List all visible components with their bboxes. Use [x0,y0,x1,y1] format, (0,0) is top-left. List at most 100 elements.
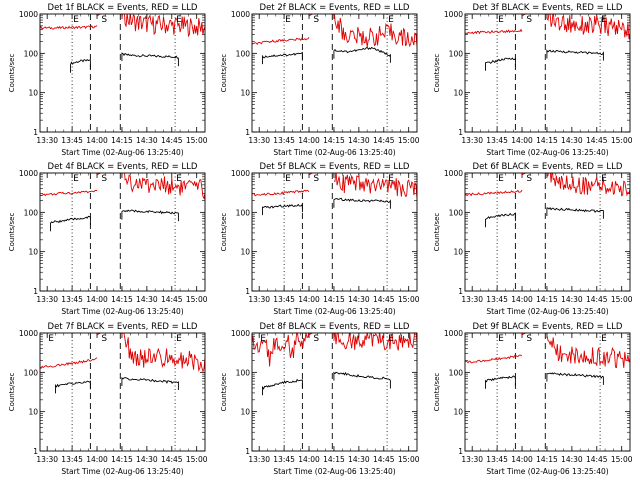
x-tick-label: 14:30 [348,136,370,145]
series-group [252,173,417,216]
x-axis-label: Start Time (02-Aug-06 13:25:40) [273,148,395,157]
series-lld-segment [465,189,523,197]
y-tick-label: 1000 [231,10,250,19]
marker-e-label: E [48,334,54,344]
x-tick-label: 13:30 [248,136,270,145]
x-tick-label: 14:30 [348,295,370,304]
marker-s-label: S [101,334,107,344]
x-tick-label: 14:15 [323,455,345,464]
x-tick-label: 14:30 [136,295,158,304]
x-axis-label: Start Time (02-Aug-06 13:25:40) [61,307,183,316]
series-lld-segment [121,14,205,38]
x-axis-label: Start Time (02-Aug-06 13:25:40) [61,467,183,476]
y-tick-label: 1 [245,128,250,137]
y-tick-label: 100 [236,208,251,217]
y-axis-label: Counts/sec [8,54,16,93]
series-lld-segment [333,333,417,351]
y-tick-label: 100 [236,49,251,58]
marker-e-label: E [73,15,79,25]
x-tick-label: 14:30 [348,455,370,464]
x-tick-label: 13:45 [61,136,83,145]
series-lld-segment [124,173,205,200]
x-tick-label: 13:30 [36,136,58,145]
x-tick-label: 14:15 [111,136,133,145]
series-events-segment [333,46,391,63]
chart-title: Det 3f BLACK = Events, RED = LLD [473,3,623,13]
x-tick-label: 14:45 [373,295,395,304]
series-events-segment [485,57,516,71]
series-events-segment [50,215,91,232]
marker-e-label: E [498,15,504,25]
series-group [40,333,205,394]
x-tick-label: 13:45 [61,295,83,304]
y-tick-label: 100 [24,49,39,58]
chart-title: Det 8f BLACK = Events, RED = LLD [260,322,410,332]
y-axis-label: Counts/sec [433,373,441,412]
chart-panel-1: Det 1f BLACK = Events, RED = LLD Counts/s… [8,3,208,157]
marker-s-label: S [526,334,532,344]
series-events-segment [70,58,91,73]
x-tick-label: 14:15 [111,455,133,464]
x-tick-label: 15:00 [611,136,633,145]
series-lld-segment [252,333,310,367]
x-axis-label: Start Time (02-Aug-06 13:25:40) [273,307,395,316]
y-axis-label: Counts/sec [8,213,16,252]
x-tick-label: 14:30 [136,455,158,464]
series-events-segment [121,377,179,390]
marker-e-label: E [388,15,394,25]
y-tick-label: 1000 [19,169,38,178]
marker-e-label: E [601,334,607,344]
x-tick-label: 14:45 [586,455,608,464]
series-lld-segment [333,173,417,199]
x-tick-label: 14:45 [161,295,183,304]
series-group [252,333,417,396]
chart-panel-4: Det 4f BLACK = Events, RED = LLD Counts/s… [8,162,208,316]
y-tick-label: 1 [33,447,38,456]
marker-e-label: E [176,334,182,344]
y-tick-label: 10 [453,89,463,98]
x-tick-label: 15:00 [186,295,208,304]
x-axis-label: Start Time (02-Aug-06 13:25:40) [486,467,608,476]
series-events-segment [121,209,179,222]
marker-e-label: E [176,15,182,25]
marker-s-label: S [313,15,319,25]
y-tick-label: 10 [28,89,38,98]
y-tick-label: 10 [240,89,250,98]
y-tick-label: 1 [458,447,463,456]
plot-frame [251,332,418,452]
plot-frame [251,172,418,292]
x-tick-label: 14:30 [561,136,583,145]
y-tick-label: 1000 [19,329,38,338]
x-tick-label: 14:15 [536,455,558,464]
marker-s-label: S [313,334,319,344]
y-tick-label: 100 [449,49,464,58]
chart-title: Det 4f BLACK = Events, RED = LLD [48,162,198,172]
x-tick-label: 15:00 [186,455,208,464]
y-tick-label: 1000 [444,169,463,178]
x-tick-label: 14:45 [161,136,183,145]
x-tick-label: 15:00 [611,455,633,464]
plot-frame [464,332,631,452]
marker-s-label: S [101,174,107,184]
series-group [465,173,630,228]
x-tick-label: 14:15 [323,136,345,145]
chart-panel-8: Det 8f BLACK = Events, RED = LLD Counts/s… [220,322,420,476]
x-tick-label: 13:45 [273,295,295,304]
marker-s-label: S [313,174,319,184]
x-tick-label: 13:45 [486,455,508,464]
chart-title: Det 2f BLACK = Events, RED = LLD [260,3,410,13]
series-lld-segment [465,28,523,35]
marker-e-label: E [388,334,394,344]
series-events-segment [333,371,391,389]
x-tick-label: 14:00 [298,295,320,304]
chart-panel-7: Det 7f BLACK = Events, RED = LLD Counts/s… [8,322,208,476]
x-tick-label: 13:45 [486,136,508,145]
marker-e-label: E [260,334,266,344]
series-group [40,14,205,73]
series-group [40,173,205,232]
y-tick-label: 100 [449,368,464,377]
series-lld-segment [334,14,417,48]
x-tick-label: 15:00 [186,136,208,145]
y-axis-label: Counts/sec [433,54,441,93]
